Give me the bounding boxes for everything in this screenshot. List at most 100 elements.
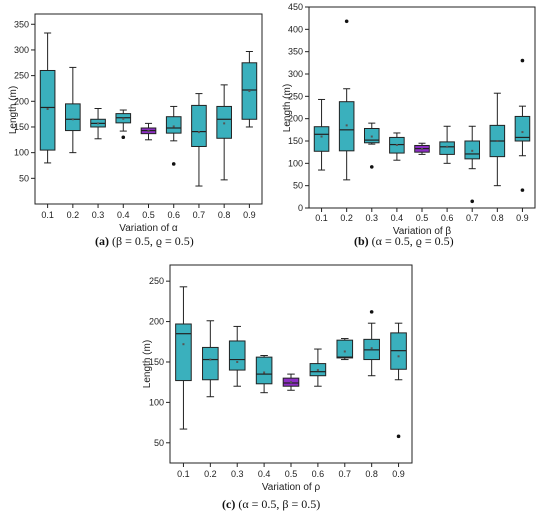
box-group — [363, 122, 380, 169]
caption-c: (c) (α = 0.5, β = 0.5) — [222, 497, 320, 511]
mean-marker — [343, 350, 346, 353]
x-axis-title: Variation of β — [393, 226, 452, 237]
y-tick-label: 200 — [288, 114, 303, 124]
box-group — [228, 325, 246, 387]
y-axis-title: Length (m) — [8, 86, 19, 134]
box-group — [338, 19, 355, 181]
outlier-point — [344, 19, 349, 24]
box-group — [241, 50, 258, 128]
caption-b-text: (α = 0.5, ϱ = 0.5) — [369, 234, 454, 248]
y-tick-label: 200 — [149, 317, 164, 327]
mean-marker — [397, 355, 400, 358]
x-tick-label: 0.1 — [177, 469, 190, 479]
mean-marker — [197, 131, 200, 134]
x-tick-label: 0.3 — [92, 210, 105, 220]
mean-marker — [320, 135, 323, 138]
box-group — [255, 355, 273, 394]
box-group — [65, 66, 81, 154]
box-group — [389, 132, 405, 161]
box-group — [202, 320, 219, 398]
x-tick-label: 0.1 — [315, 213, 328, 223]
mean-marker — [370, 347, 373, 350]
mean-marker — [395, 144, 398, 147]
box-group — [282, 373, 300, 391]
x-tick-label: 0.4 — [117, 210, 130, 220]
x-tick-label: 0.5 — [142, 210, 155, 220]
outlier-point — [369, 165, 374, 169]
outlier-point — [171, 162, 176, 166]
box-group — [464, 125, 481, 204]
y-tick-label: 50 — [19, 173, 29, 183]
mean-marker — [471, 149, 474, 152]
x-axis-title: Variation of ρ — [262, 482, 321, 493]
box-group — [216, 84, 232, 181]
x-tick-label: 0.1 — [41, 210, 54, 220]
box-group — [309, 348, 327, 387]
mean-marker — [46, 108, 49, 110]
mean-marker — [209, 358, 212, 361]
box-iqr — [175, 323, 192, 382]
x-tick-label: 0.2 — [340, 213, 353, 223]
y-tick-label: 350 — [288, 47, 303, 57]
caption-c-text: (α = 0.5, β = 0.5) — [235, 497, 320, 511]
y-tick-label: 300 — [14, 45, 29, 55]
panel-b-chart: 0 50 100 150 200 250 300 350 400 450 0.1 0.2 0.3 0.4 0… — [282, 2, 536, 237]
box-iqr — [313, 126, 330, 152]
y-tick-label: 100 — [288, 158, 303, 168]
mean-marker — [316, 369, 319, 372]
x-tick-label: 0.9 — [243, 210, 256, 220]
y-tick-label: 0 — [298, 203, 303, 213]
y-tick-label: 150 — [288, 136, 303, 146]
y-tick-label: 100 — [149, 397, 164, 407]
box-group — [165, 105, 182, 166]
y-axis-title: Length (m) — [282, 84, 293, 132]
box-iqr — [216, 105, 232, 139]
box-group — [390, 322, 407, 439]
outlier-point — [520, 58, 525, 63]
mean-marker — [236, 360, 239, 363]
outlier-point — [121, 135, 126, 140]
caption-b-letter: (b) — [354, 234, 369, 248]
x-tick-label: 0.6 — [167, 210, 180, 220]
box-group — [175, 286, 192, 430]
x-tick-label: 0.3 — [366, 213, 379, 223]
x-axis-title: Variation of α — [119, 223, 178, 234]
box-iqr — [336, 339, 354, 359]
caption-a-text: (β = 0.5, ϱ = 0.5) — [109, 234, 194, 248]
box-group — [313, 98, 330, 171]
mean-marker — [172, 125, 175, 128]
x-tick-label: 0.4 — [391, 213, 404, 223]
outlier-point — [470, 199, 475, 204]
y-tick-label: 200 — [14, 96, 29, 106]
x-tick-label: 0.8 — [365, 469, 378, 479]
panel-a-chart: 50 100 150 200 250 300 350 0.1 0.2 0.3 0.4 0.5 0.6 0.… — [8, 13, 263, 234]
box-group — [90, 107, 106, 140]
mean-marker — [421, 148, 423, 151]
y-tick-label: 300 — [288, 69, 303, 79]
x-tick-label: 0.6 — [312, 469, 325, 479]
box-group — [39, 32, 56, 164]
y-tick-label: 50 — [293, 181, 303, 191]
caption-c-letter: (c) — [222, 497, 235, 511]
y-tick-label: 250 — [14, 71, 29, 81]
mean-marker — [182, 343, 185, 346]
box-iqr — [65, 103, 81, 132]
box-group — [414, 142, 430, 155]
y-axis-title: Length (m) — [142, 340, 153, 388]
mean-marker — [370, 135, 373, 138]
mean-marker — [263, 371, 266, 374]
box-iqr — [514, 115, 531, 142]
y-tick-label: 250 — [288, 91, 303, 101]
mean-marker — [248, 90, 251, 93]
box-iqr — [228, 340, 246, 371]
box-group — [191, 93, 207, 187]
x-tick-label: 0.7 — [466, 213, 479, 223]
y-tick-label: 150 — [14, 122, 29, 132]
box-iqr — [439, 141, 455, 155]
y-tick-label: 100 — [14, 148, 29, 158]
x-tick-label: 0.9 — [392, 469, 405, 479]
y-tick-label: 350 — [14, 19, 29, 29]
x-tick-label: 0.8 — [491, 213, 504, 223]
y-tick-label: 400 — [288, 24, 303, 34]
